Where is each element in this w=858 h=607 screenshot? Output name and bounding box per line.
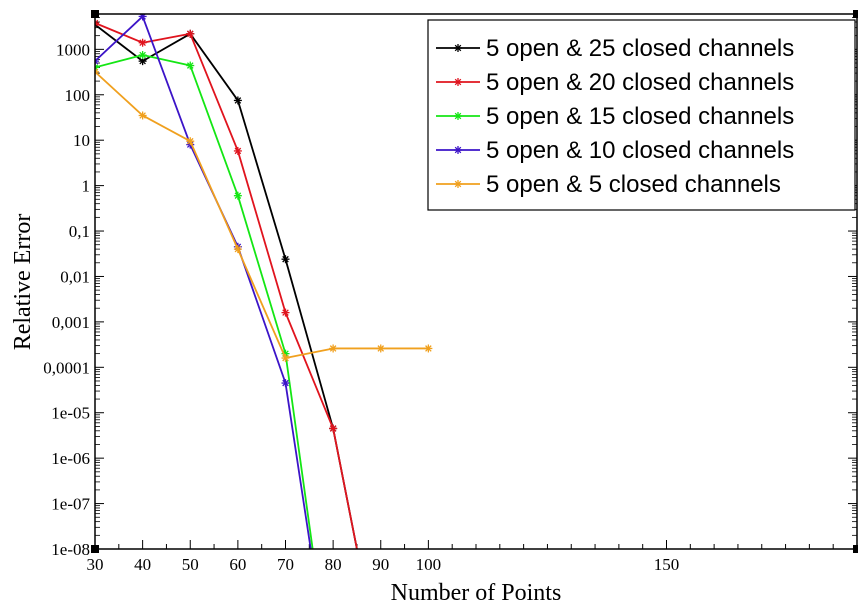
tick-labels: 30 40 50 60 70 80 90 100 150 1e-08 1e-07 1e-06 1e-05… [43, 40, 679, 574]
data-point [186, 137, 195, 146]
frame-corner-marker [853, 10, 858, 18]
data-point [186, 29, 195, 38]
series-line [95, 23, 358, 549]
series-layer [95, 14, 433, 549]
data-point [454, 112, 462, 120]
data-point [233, 245, 242, 254]
legend-label: 5 open & 20 closed channels [486, 69, 794, 96]
data-point [281, 255, 290, 264]
y-tick-label: 1000 [56, 40, 90, 59]
x-tick-label: 100 [416, 555, 442, 574]
y-tick-label: 100 [65, 86, 91, 105]
legend-item: 5 open & 25 closed channels [436, 35, 794, 62]
data-point [329, 344, 338, 353]
data-point [281, 354, 290, 363]
data-point [233, 146, 242, 155]
data-point [233, 96, 242, 105]
legend-item: 5 open & 20 closed channels [436, 69, 794, 96]
data-point [454, 180, 462, 188]
y-tick-label: 0,0001 [43, 358, 90, 377]
data-point [454, 44, 462, 52]
series-5 [95, 67, 433, 363]
y-tick-label: 1e-06 [51, 449, 90, 468]
x-tick-label: 80 [325, 555, 342, 574]
data-point [454, 146, 462, 154]
series-line [95, 71, 429, 359]
data-point [95, 67, 99, 76]
x-tick-label: 50 [182, 555, 199, 574]
data-point [95, 19, 99, 28]
data-point [281, 379, 290, 388]
data-point [376, 344, 385, 353]
frame-corner-marker [91, 545, 99, 553]
frame-corner-marker [91, 10, 99, 18]
y-tick-label: 1e-07 [51, 495, 90, 514]
series-2 [95, 19, 358, 549]
series-line [95, 15, 312, 549]
data-point [233, 191, 242, 200]
x-tick-label: 30 [87, 555, 104, 574]
x-tick-label: 150 [654, 555, 680, 574]
y-tick-label: 1 [82, 177, 91, 196]
frame-corner-marker [853, 545, 858, 553]
data-point [281, 308, 290, 317]
data-point [454, 78, 462, 86]
x-tick-label: 70 [277, 555, 294, 574]
legend-label: 5 open & 15 closed channels [486, 103, 794, 130]
legend-label: 5 open & 25 closed channels [486, 35, 794, 62]
data-point [186, 61, 195, 70]
legend: 5 open & 25 closed channels 5 open & 20 c… [427, 19, 856, 211]
legend-label: 5 open & 5 closed channels [486, 171, 781, 198]
legend-item: 5 open & 5 closed channels [436, 171, 781, 198]
data-point [138, 38, 147, 47]
y-axis-title: Relative Error [10, 214, 36, 351]
series-3 [95, 51, 314, 549]
x-axis-title: Number of Points [391, 580, 562, 606]
series-1 [95, 20, 358, 549]
data-point [138, 51, 147, 60]
y-tick-label: 1e-05 [51, 404, 90, 423]
legend-item: 5 open & 10 closed channels [436, 137, 794, 164]
x-tick-label: 40 [134, 555, 151, 574]
data-point [138, 57, 147, 66]
x-tick-label: 90 [372, 555, 389, 574]
legend-item: 5 open & 15 closed channels [436, 103, 794, 130]
data-point [329, 424, 338, 433]
plot-frame [94, 13, 858, 550]
legend-label: 5 open & 10 closed channels [486, 137, 794, 164]
legend-box [427, 19, 856, 211]
y-tick-label: 0,01 [60, 267, 90, 286]
series-line [95, 54, 314, 549]
series-line [95, 22, 358, 549]
y-tick-label: 1e-08 [51, 540, 90, 559]
frame-corners [91, 10, 858, 553]
y-tick-label: 0,1 [69, 222, 90, 241]
y-tick-label: 10 [73, 131, 90, 150]
data-point [138, 111, 147, 120]
x-tick-label: 60 [229, 555, 246, 574]
y-tick-label: 0,001 [52, 313, 90, 332]
data-point [424, 344, 433, 353]
data-point [95, 57, 99, 66]
